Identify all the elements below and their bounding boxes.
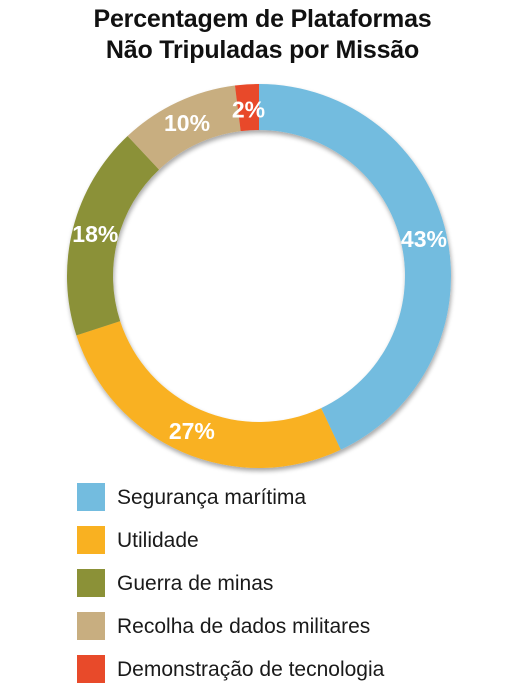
slice-utilidade <box>76 321 341 468</box>
legend-label: Demonstração de tecnologia <box>117 658 385 681</box>
chart-title: Percentagem de Plataformas Não Tripulada… <box>0 4 525 66</box>
legend-swatch <box>77 569 105 597</box>
donut-chart: 43% 27% 18% 10% 2% <box>66 84 452 468</box>
legend-swatch <box>77 483 105 511</box>
slice-label-demonstracao-de-tecnologia: 2% <box>232 96 265 122</box>
legend-label: Guerra de minas <box>117 572 274 595</box>
chart-title-line-1: Percentagem de Plataformas <box>93 5 432 33</box>
slice-seguranca-maritima <box>259 84 452 450</box>
donut-ring <box>66 84 452 468</box>
legend-label: Segurança marítima <box>117 486 307 509</box>
slice-label-seguranca-maritima: 43% <box>401 226 447 252</box>
chart-title-line-2: Não Tripuladas por Missão <box>105 36 420 64</box>
slice-label-utilidade: 27% <box>169 418 215 444</box>
slice-label-recolha-de-dados-militares: 10% <box>164 110 210 136</box>
legend-swatch <box>77 655 105 683</box>
legend-swatch <box>77 526 105 554</box>
legend-label: Recolha de dados militares <box>117 615 371 638</box>
slice-demonstracao-de-tecnologia <box>234 84 259 132</box>
legend-swatch <box>77 612 105 640</box>
legend-label: Utilidade <box>117 529 199 552</box>
slice-recolha-de-dados-militares <box>127 85 241 170</box>
slice-guerra-de-minas <box>66 136 160 336</box>
slice-label-guerra-de-minas: 18% <box>72 221 118 247</box>
